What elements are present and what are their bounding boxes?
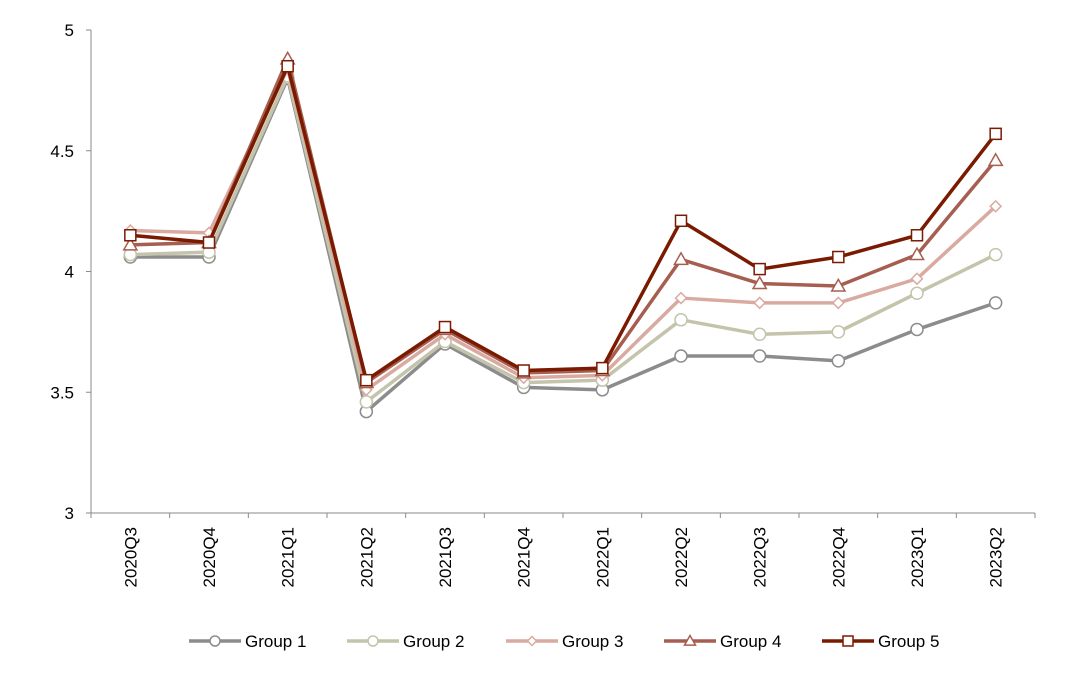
legend-item-2: Group 2 xyxy=(347,632,464,651)
data-point xyxy=(673,251,689,266)
legend-item-1: Group 1 xyxy=(189,632,306,651)
data-point xyxy=(753,262,766,276)
x-tick-label: 2022Q2 xyxy=(672,527,691,588)
data-point xyxy=(910,286,924,300)
y-tick-label: 3.5 xyxy=(50,383,74,402)
legend-label: Group 4 xyxy=(720,632,781,651)
legend-label: Group 3 xyxy=(562,632,623,651)
y-tick-label: 5 xyxy=(65,21,74,40)
data-point xyxy=(751,275,768,290)
data-point xyxy=(517,364,530,377)
data-point xyxy=(988,296,1003,310)
x-tick-label: 2022Q1 xyxy=(593,527,612,588)
legend-item-3: Group 3 xyxy=(506,632,623,651)
series-line-2 xyxy=(128,74,998,404)
data-point xyxy=(122,236,139,251)
axes: 3 3.5 4 4.5 5 2020Q3 2020Q4 2021Q1 2021Q2 2021Q3 2… xyxy=(50,21,1036,588)
x-tick-label: 2021Q3 xyxy=(436,527,455,588)
y-tick-label: 4 xyxy=(65,263,74,282)
x-tick-label: 2022Q3 xyxy=(751,527,770,588)
data-point xyxy=(674,349,688,363)
data-point xyxy=(360,373,373,387)
x-tick-label: 2021Q2 xyxy=(357,527,376,588)
data-point xyxy=(989,127,1002,141)
legend-label: Group 2 xyxy=(403,632,464,651)
x-tick-label: 2021Q1 xyxy=(279,527,298,588)
data-point xyxy=(909,246,925,261)
series-group-5 xyxy=(124,59,1002,387)
data-point xyxy=(596,361,609,375)
legend-marker xyxy=(367,635,379,647)
data-point xyxy=(910,229,924,242)
y-tick-label: 3 xyxy=(65,504,74,523)
x-tick-label: 2022Q4 xyxy=(829,527,848,588)
legend-item-4: Group 4 xyxy=(664,632,781,651)
data-point xyxy=(124,229,137,242)
legend-label: Group 1 xyxy=(245,632,306,651)
legend-marker xyxy=(209,635,221,647)
data-point xyxy=(987,152,1004,167)
x-tick-label: 2023Q2 xyxy=(987,527,1006,588)
legend: Group 1 Group 2 Group 3 Group 4 Group 5 xyxy=(189,632,939,651)
x-tick-label: 2020Q4 xyxy=(200,527,219,588)
data-point xyxy=(752,349,767,363)
series-group-4 xyxy=(122,50,1004,389)
x-tick-label: 2020Q3 xyxy=(121,527,140,588)
data-point xyxy=(831,325,846,339)
data-point xyxy=(752,327,767,342)
data-point xyxy=(281,59,294,73)
data-point xyxy=(832,250,845,264)
legend-marker xyxy=(842,635,854,647)
data-point xyxy=(831,296,845,310)
data-point xyxy=(988,247,1003,262)
data-point xyxy=(674,214,688,228)
series-group-3 xyxy=(123,62,1003,397)
data-point xyxy=(674,313,688,327)
legend-marker xyxy=(526,635,538,647)
data-point xyxy=(359,395,374,409)
series-line-5 xyxy=(128,64,998,382)
data-point xyxy=(910,322,924,337)
data-point xyxy=(910,272,924,286)
series-group-2 xyxy=(123,69,1003,409)
x-tick-label: 2023Q1 xyxy=(908,527,927,588)
series-layer xyxy=(122,50,1004,419)
data-point xyxy=(830,277,847,292)
legend-label: Group 5 xyxy=(878,632,939,651)
series-line-3 xyxy=(128,66,998,392)
data-point xyxy=(674,291,688,305)
legend-marker xyxy=(683,633,697,646)
series-group-1 xyxy=(123,71,1003,419)
data-point xyxy=(753,296,767,310)
data-point xyxy=(831,354,846,368)
series-line-4 xyxy=(128,57,998,385)
data-point xyxy=(989,199,1003,213)
legend-item-5: Group 5 xyxy=(822,632,939,651)
y-tick-label: 4.5 xyxy=(50,142,74,161)
data-point xyxy=(202,236,216,249)
x-tick-label: 2021Q4 xyxy=(515,527,534,588)
data-point xyxy=(438,320,452,334)
